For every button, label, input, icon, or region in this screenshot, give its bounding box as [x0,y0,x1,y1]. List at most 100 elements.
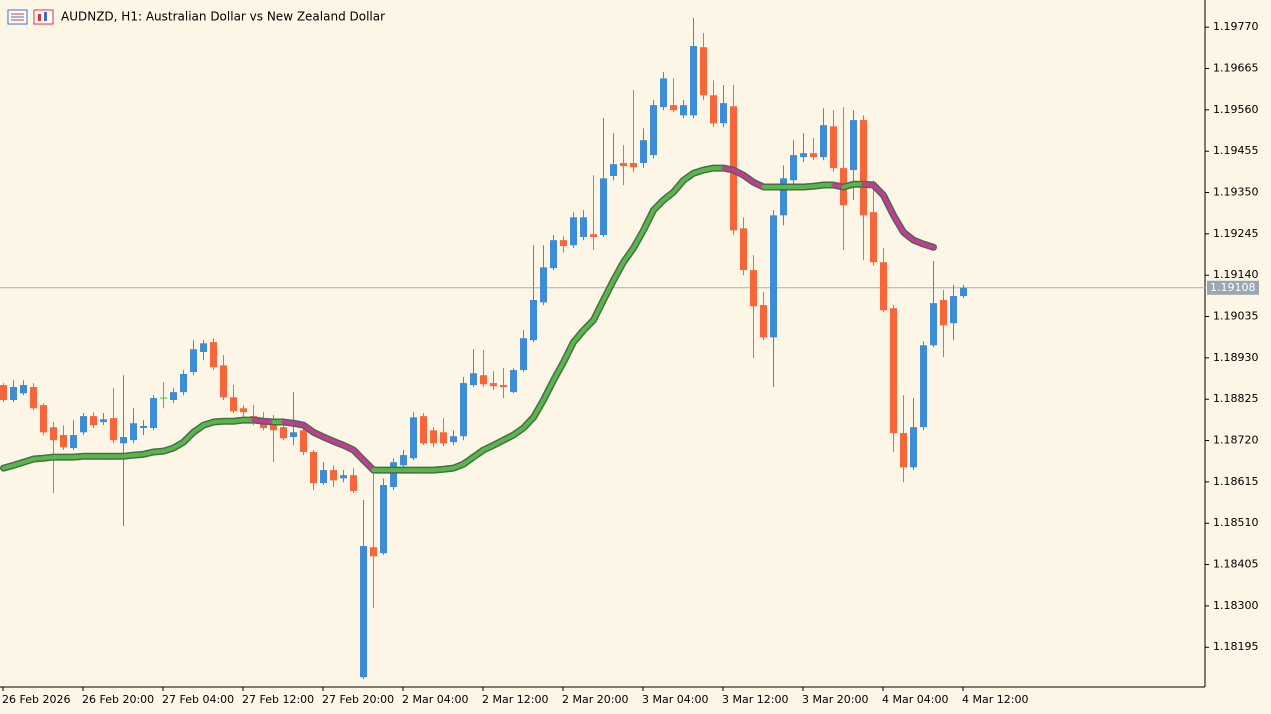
candle-body [330,470,337,481]
x-tick-label: 2 Mar 04:00 [402,693,468,706]
candle-body [240,408,247,413]
ma-segment [671,178,686,195]
candle-body [10,387,17,400]
x-tick-label: 27 Feb 04:00 [162,693,234,706]
ma-segment [681,171,696,183]
x-tick-label: 2 Mar 12:00 [482,693,548,706]
candle-body [190,349,197,373]
x-tick-label: 3 Mar 12:00 [722,693,788,706]
ma-segment [301,423,316,435]
candle-body [460,383,467,437]
candle-body [120,437,127,444]
ma-segment [901,230,916,243]
current-price-box [1207,280,1259,295]
icon-bar [44,12,47,21]
candle-body [660,78,667,108]
candle-body [470,373,477,386]
candle-body [100,419,107,423]
candle-body [560,240,567,247]
candle-body [180,374,187,393]
candle-body [500,385,507,388]
candle-body [750,270,757,307]
candle-body [390,462,397,488]
y-tick-label: 1.19770 [1213,20,1259,33]
candle-body [280,427,287,439]
y-tick-label: 1.18615 [1213,475,1259,488]
candle-body [700,47,707,96]
x-tick-label: 27 Feb 12:00 [242,693,314,706]
y-tick-label: 1.19035 [1213,310,1259,323]
y-tick-label: 1.19245 [1213,227,1259,240]
candle-body [600,178,607,236]
y-tick-label: 1.19560 [1213,103,1259,116]
ma-segment [351,447,366,463]
candle-body [540,267,547,303]
x-tick-label: 3 Mar 04:00 [642,693,708,706]
candle-body [900,433,907,468]
x-tick-label: 3 Mar 20:00 [802,693,868,706]
ma-segment [541,378,556,402]
candle-body [0,385,7,400]
candle-body [380,485,387,554]
x-tick-label: 27 Feb 20:00 [322,693,394,706]
candle-body [950,296,957,324]
icon-bar [38,14,41,21]
icon-chart[interactable] [33,9,54,25]
ma-segment [581,318,596,333]
candle-body [820,125,827,158]
y-tick-label: 1.18720 [1213,434,1259,447]
candle-body [520,338,527,371]
ma-segment [631,228,646,251]
ma-segment [741,173,756,185]
ma-segment [891,213,906,235]
candle-body [400,455,407,466]
candle-body [810,153,817,158]
candle-body [150,398,157,428]
candle-body [210,342,217,368]
candle-body [630,162,637,168]
candle-body [170,392,177,400]
candle-body [60,435,67,448]
candle-body [20,385,27,394]
ma-segment [621,246,636,265]
candle-body [220,365,227,398]
candle-body [610,164,617,176]
candle-body [110,418,117,441]
y-tick-label: 1.19140 [1213,268,1259,281]
ma-segment [571,328,586,345]
ma-segment [611,260,626,283]
ma-segment [521,415,536,430]
candle-body [710,95,717,124]
candle-body [490,383,497,387]
ma-segment [561,340,576,365]
candle-body [300,430,307,452]
candle-body [550,240,557,269]
ma-segment [191,423,206,435]
candle-body [370,547,377,557]
candle-body [570,217,577,246]
ma-segment [881,193,896,218]
ma-segment [601,278,616,302]
x-tick-label: 2 Mar 20:00 [562,693,628,706]
candle-body [650,105,657,156]
candle-body [310,451,317,484]
y-tick-label: 1.18300 [1213,599,1259,612]
candle-body [40,405,47,433]
candle-body [770,215,777,338]
x-tick-label: 26 Feb 2026 [2,693,70,706]
candle-body [720,103,727,124]
candle-body [670,105,677,111]
candle-body [50,427,57,441]
candle-body [920,345,927,428]
candle-body [80,416,87,433]
candle-body [930,303,937,346]
candle-body [130,423,137,441]
candle-body [780,178,787,216]
candle-body [580,217,587,238]
candle-body [70,435,77,449]
candle-body [200,343,207,352]
candle-body [440,432,447,444]
candle-body [480,375,487,385]
candle-body [430,430,437,444]
